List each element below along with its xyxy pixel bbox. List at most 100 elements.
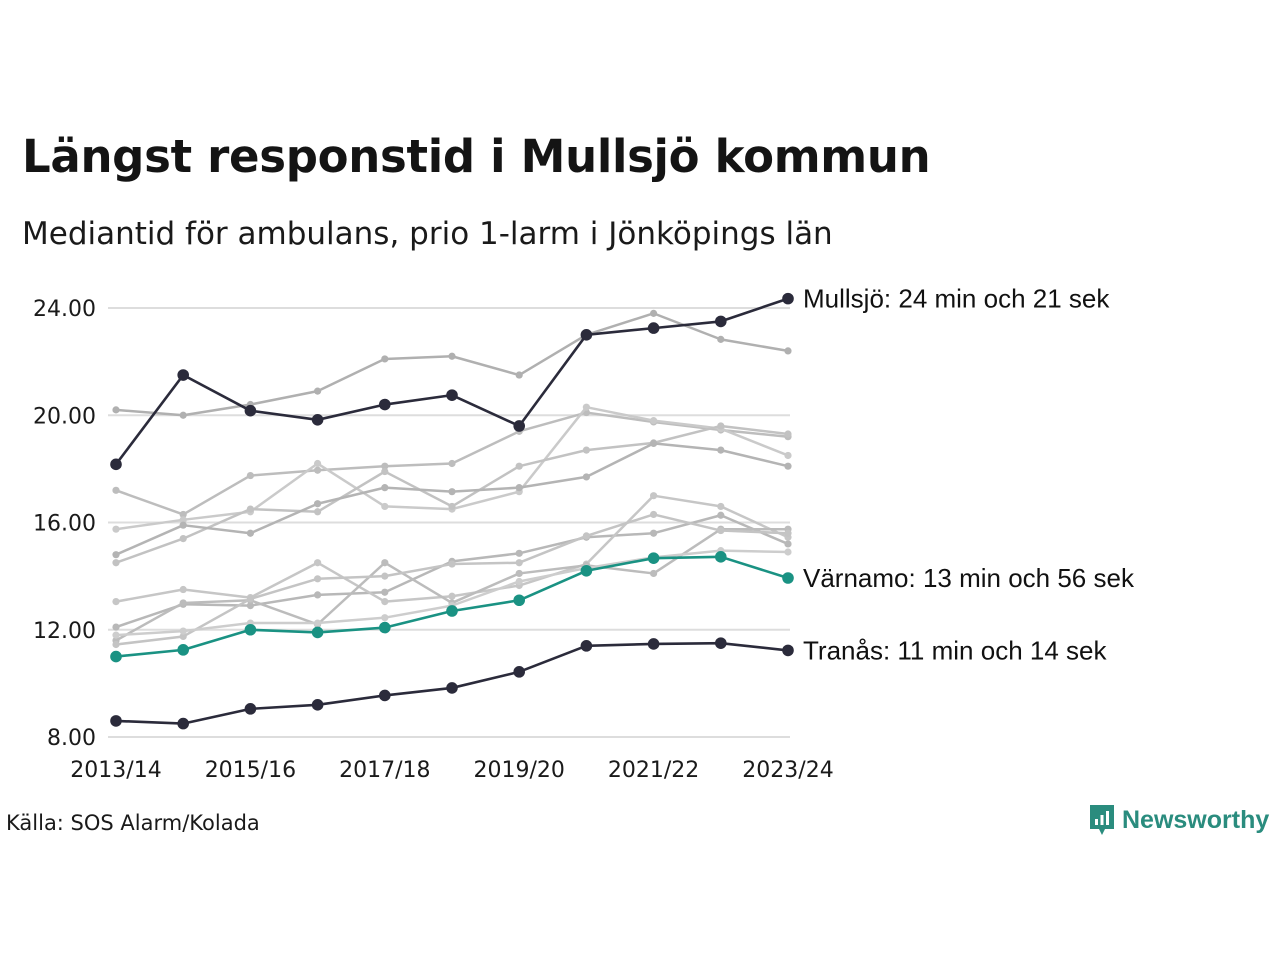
tranas-point — [379, 689, 391, 702]
context-series-point — [784, 347, 792, 355]
context-series-point — [381, 588, 389, 596]
context-series-point — [179, 411, 187, 419]
tranas-point — [244, 703, 257, 715]
context-series-point — [381, 572, 389, 580]
context-series-point — [650, 309, 658, 317]
context-series-point — [784, 529, 792, 537]
context-series-point — [112, 406, 120, 414]
context-series-point — [381, 502, 389, 511]
context-series-point — [246, 602, 254, 610]
context-series-point — [515, 371, 523, 379]
varnamo-point — [580, 564, 593, 577]
varnamo-point — [110, 650, 122, 663]
context-series-point — [515, 484, 523, 492]
varnamo-point — [715, 551, 727, 563]
tranas-point — [311, 699, 324, 711]
x-tick-label: 2019/20 — [473, 758, 564, 783]
varnamo-point — [513, 594, 525, 607]
context-series-point — [381, 467, 389, 476]
context-series-point — [179, 534, 187, 543]
context-series-point — [179, 510, 187, 519]
context-series-point — [448, 560, 456, 568]
context-series-point — [717, 335, 725, 343]
varnamo-point — [446, 605, 458, 617]
x-tick-label: 2013/14 — [70, 758, 161, 783]
varnamo-label: Värnamo: 13 min och 56 sek — [803, 563, 1135, 593]
context-series — [112, 309, 792, 649]
context-series-point — [515, 569, 523, 578]
context-series-point — [314, 508, 322, 516]
gridlines — [108, 307, 790, 738]
context-series-point — [784, 451, 792, 460]
tranas-point — [715, 637, 727, 649]
mullsjo-point — [782, 292, 794, 305]
context-series-point — [179, 516, 187, 524]
mullsjo-label: Mullsjö: 24 min och 21 sek — [803, 284, 1110, 314]
context-series-point — [179, 599, 187, 607]
y-axis-ticks: 8.00 12.00 16.00 20.00 24.00 — [33, 297, 96, 751]
context-series-point — [717, 502, 725, 511]
mullsjo-point — [513, 420, 525, 432]
series-labels: Mullsjö: 24 min och 21 sek Värnamo: 13 mi… — [803, 284, 1135, 666]
context-series-point — [582, 446, 591, 454]
context-series-point — [314, 387, 322, 395]
context-series-point — [582, 403, 591, 411]
tranas-label: Tranås: 11 min och 14 sek — [803, 635, 1107, 665]
tranas-point — [580, 640, 593, 652]
tranas-point — [782, 644, 794, 657]
context-series-point — [112, 623, 120, 631]
mullsjo-line — [114, 297, 790, 466]
context-series-point — [448, 592, 456, 600]
y-tick-label: 24.00 — [33, 297, 96, 322]
newsworthy-logo-icon — [1090, 805, 1114, 835]
mullsjo-point — [244, 404, 257, 417]
context-series-point — [515, 549, 523, 557]
varnamo-point — [379, 621, 391, 634]
context-series-point — [314, 619, 322, 627]
context-series-point — [650, 529, 658, 537]
x-axis-ticks: 2013/14 2015/16 2017/18 2019/20 2021/22 2023/… — [70, 758, 833, 783]
context-series-point — [246, 529, 254, 537]
tranas-point — [513, 666, 525, 678]
context-series-point — [112, 640, 120, 649]
mullsjo-point — [647, 322, 660, 334]
context-series-point — [381, 597, 389, 606]
context-series-point — [314, 559, 322, 567]
context-series-point — [515, 462, 523, 470]
mullsjo-point — [580, 329, 593, 341]
context-series-line — [114, 513, 790, 646]
x-tick-label: 2017/18 — [339, 758, 430, 783]
mullsjo-point — [177, 369, 189, 381]
context-series-point — [179, 632, 187, 641]
context-series-point — [582, 532, 591, 540]
context-series-point — [448, 502, 456, 511]
context-series-point — [179, 585, 187, 594]
context-series-point — [717, 526, 725, 535]
context-series-point — [381, 614, 389, 622]
mullsjo-point — [110, 458, 122, 471]
x-tick-label: 2021/22 — [608, 758, 699, 783]
context-series-point — [246, 505, 254, 513]
context-series-point — [314, 500, 322, 508]
tranas-point — [110, 715, 122, 727]
brand-name: Newsworthy — [1122, 805, 1270, 834]
context-series-point — [381, 559, 389, 567]
tranas-point — [647, 638, 660, 650]
context-series-line — [114, 527, 790, 642]
source-note: Källa: SOS Alarm/Kolada — [6, 811, 260, 835]
context-series-point — [784, 548, 792, 556]
context-series-point — [515, 559, 523, 567]
context-series-point — [112, 559, 120, 567]
context-series-point — [179, 521, 187, 529]
context-series-point — [784, 462, 792, 470]
context-series-point — [381, 355, 389, 363]
context-series-point — [112, 631, 120, 639]
highlighted-series — [110, 292, 794, 730]
varnamo-point — [782, 572, 794, 584]
context-series-point — [784, 430, 792, 438]
tranas-point — [446, 682, 458, 694]
context-series-point — [246, 471, 254, 480]
y-tick-label: 12.00 — [33, 619, 96, 644]
context-series-point — [784, 540, 792, 548]
context-series-point — [314, 575, 322, 583]
